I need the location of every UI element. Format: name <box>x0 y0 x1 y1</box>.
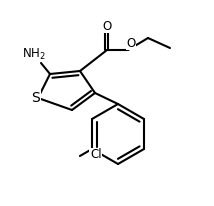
Text: NH$_2$: NH$_2$ <box>22 46 46 62</box>
Text: O: O <box>102 20 112 33</box>
Text: O: O <box>126 36 136 49</box>
Text: S: S <box>32 91 40 105</box>
Text: Cl: Cl <box>90 149 101 162</box>
